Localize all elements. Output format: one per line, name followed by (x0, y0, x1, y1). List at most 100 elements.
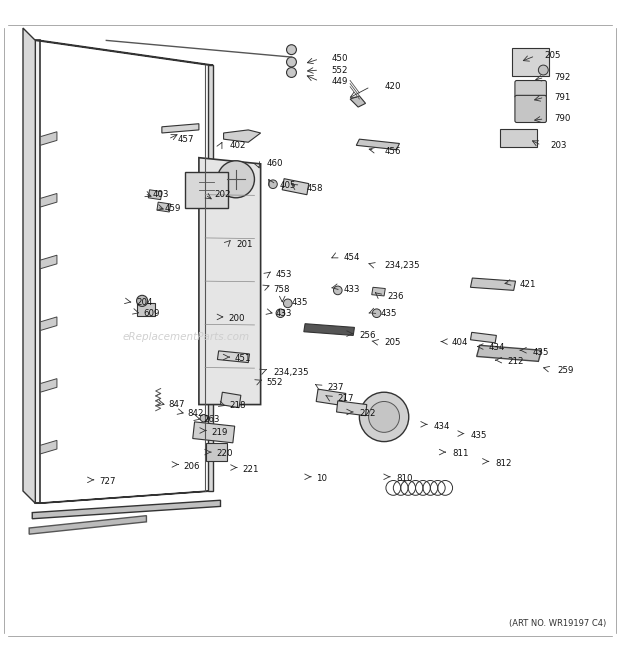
Text: 758: 758 (273, 285, 290, 293)
Text: 459: 459 (165, 204, 181, 213)
Circle shape (334, 286, 342, 295)
Text: 206: 206 (184, 462, 200, 471)
Text: 205: 205 (384, 338, 401, 347)
Text: 236: 236 (387, 292, 404, 301)
Text: 433: 433 (344, 285, 360, 293)
Text: 450: 450 (332, 54, 348, 63)
Text: 219: 219 (211, 428, 228, 437)
Text: 263: 263 (204, 416, 220, 424)
FancyBboxPatch shape (515, 81, 546, 98)
Circle shape (538, 65, 548, 75)
Polygon shape (218, 351, 249, 363)
Text: 256: 256 (360, 331, 376, 340)
Text: 453: 453 (276, 270, 293, 280)
Polygon shape (471, 278, 516, 290)
Text: 792: 792 (554, 73, 570, 82)
Circle shape (136, 295, 148, 307)
Text: 791: 791 (554, 93, 570, 102)
Text: 609: 609 (143, 309, 160, 319)
Text: 460: 460 (267, 159, 283, 169)
Text: 234,235: 234,235 (273, 368, 309, 377)
Text: 202: 202 (215, 190, 231, 199)
Text: 434: 434 (433, 422, 450, 431)
Polygon shape (40, 194, 57, 207)
Polygon shape (29, 516, 146, 534)
Text: 457: 457 (177, 135, 194, 143)
Circle shape (373, 309, 381, 317)
Text: 201: 201 (236, 239, 252, 249)
Circle shape (268, 180, 277, 188)
Text: 221: 221 (242, 465, 259, 474)
Polygon shape (477, 345, 541, 362)
Polygon shape (471, 332, 497, 343)
Text: 203: 203 (551, 141, 567, 150)
Polygon shape (148, 190, 162, 200)
Text: 552: 552 (332, 65, 348, 75)
Text: 403: 403 (153, 190, 169, 199)
Text: 205: 205 (544, 52, 561, 60)
Circle shape (360, 392, 409, 442)
Text: 454: 454 (344, 253, 360, 262)
Text: 790: 790 (554, 114, 570, 124)
Polygon shape (304, 324, 355, 335)
Text: 234,235: 234,235 (384, 261, 420, 270)
Text: 552: 552 (267, 379, 283, 387)
Circle shape (369, 401, 399, 432)
Text: 435: 435 (291, 297, 308, 307)
Polygon shape (208, 65, 213, 491)
Text: 456: 456 (384, 147, 401, 156)
Polygon shape (40, 379, 57, 392)
Circle shape (286, 45, 296, 55)
FancyBboxPatch shape (35, 40, 40, 503)
Text: 435: 435 (471, 431, 487, 440)
Circle shape (286, 57, 296, 67)
Polygon shape (282, 178, 309, 195)
Polygon shape (337, 401, 367, 416)
Polygon shape (35, 40, 213, 65)
FancyBboxPatch shape (206, 444, 227, 461)
Circle shape (283, 299, 292, 307)
Text: 217: 217 (338, 394, 354, 403)
Polygon shape (199, 158, 260, 405)
Circle shape (218, 161, 254, 198)
Polygon shape (162, 124, 199, 133)
FancyBboxPatch shape (513, 48, 549, 75)
Text: 458: 458 (307, 184, 324, 193)
Text: 449: 449 (332, 77, 348, 86)
FancyBboxPatch shape (185, 172, 228, 208)
Text: 200: 200 (228, 314, 244, 323)
Text: 435: 435 (381, 309, 397, 319)
Text: 842: 842 (188, 409, 204, 418)
Text: 420: 420 (384, 82, 401, 91)
Text: 10: 10 (316, 474, 327, 483)
Text: 433: 433 (276, 309, 293, 319)
Polygon shape (356, 139, 399, 149)
Polygon shape (221, 392, 241, 408)
Text: 204: 204 (136, 298, 153, 307)
FancyBboxPatch shape (137, 303, 155, 317)
Text: 810: 810 (396, 474, 413, 483)
Text: 237: 237 (327, 383, 343, 392)
Text: 811: 811 (452, 449, 469, 459)
Text: 212: 212 (508, 357, 524, 366)
Text: 220: 220 (216, 449, 232, 459)
Polygon shape (372, 288, 385, 296)
Text: 405: 405 (279, 181, 296, 190)
Polygon shape (224, 130, 260, 142)
Polygon shape (40, 132, 57, 145)
Text: 218: 218 (230, 401, 246, 410)
Polygon shape (157, 202, 171, 212)
Circle shape (200, 414, 208, 422)
Text: (ART NO. WR19197 C4): (ART NO. WR19197 C4) (509, 619, 606, 628)
Polygon shape (316, 389, 346, 406)
FancyBboxPatch shape (500, 129, 536, 147)
Text: 402: 402 (230, 141, 246, 150)
Polygon shape (35, 491, 213, 503)
Text: 727: 727 (99, 477, 115, 486)
FancyBboxPatch shape (515, 95, 546, 122)
Text: eReplacementParts.com: eReplacementParts.com (123, 332, 250, 342)
Text: 421: 421 (520, 280, 536, 289)
Text: 451: 451 (235, 354, 251, 363)
Text: 435: 435 (532, 348, 549, 356)
Text: 434: 434 (489, 343, 505, 352)
